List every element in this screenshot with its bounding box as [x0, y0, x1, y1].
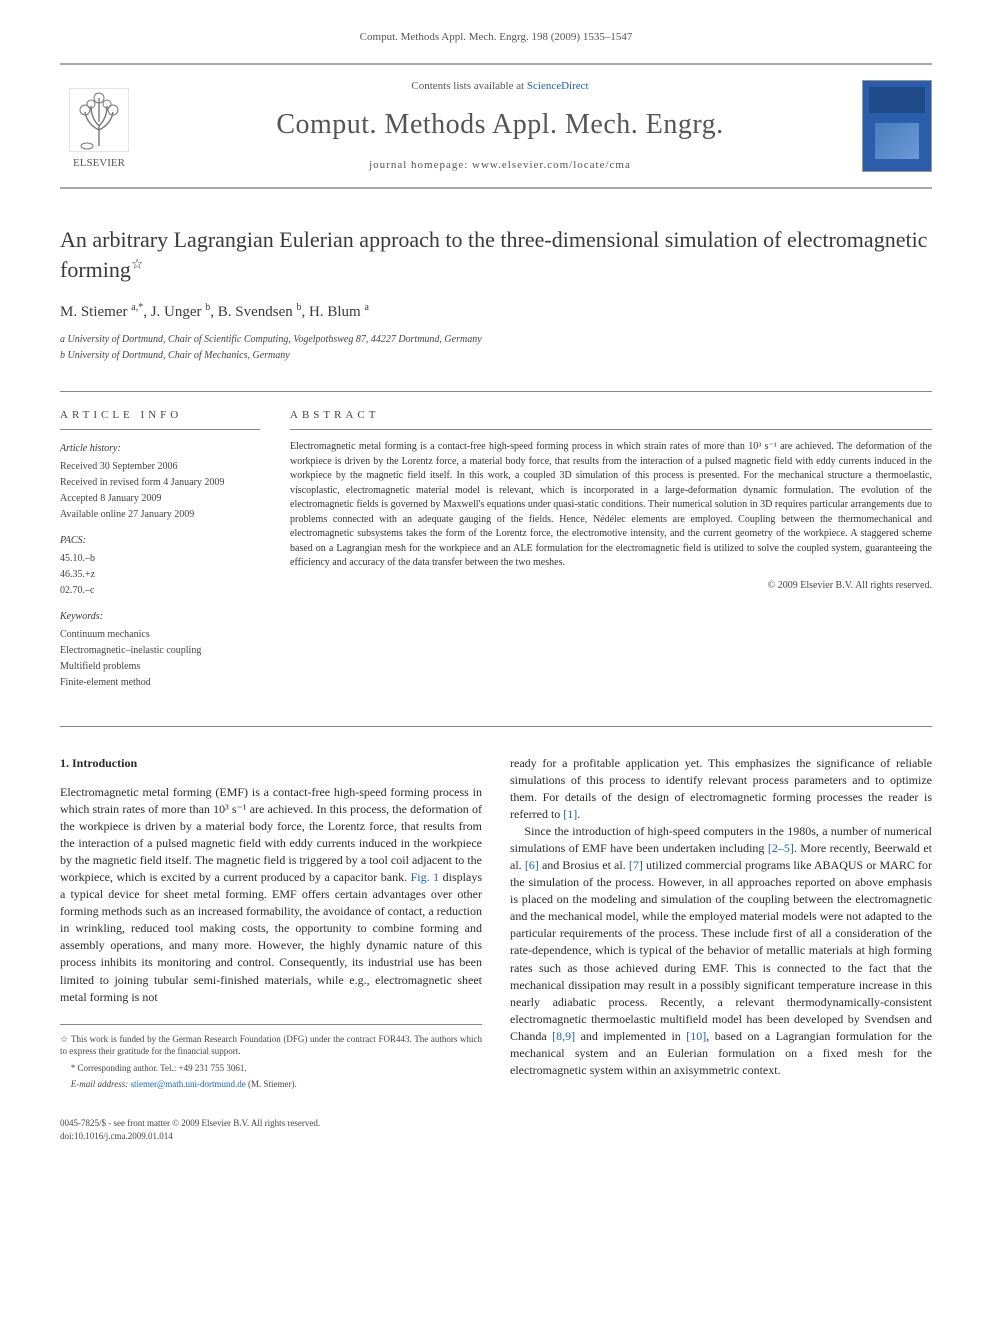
pacs-code: 46.35.+z [60, 568, 260, 582]
reference-link[interactable]: [8,9] [552, 1029, 575, 1043]
contents-prefix: Contents lists available at [411, 80, 526, 92]
email-label: E-mail address: [71, 1079, 128, 1089]
front-matter-line: 0045-7825/$ - see front matter © 2009 El… [60, 1117, 932, 1130]
journal-title: Comput. Methods Appl. Mech. Engrg. [158, 105, 842, 144]
keyword: Finite-element method [60, 676, 260, 690]
reference-link[interactable]: [6] [525, 858, 539, 872]
header-center: Contents lists available at ScienceDirec… [158, 79, 842, 173]
pacs-code: 45.10.–b [60, 552, 260, 566]
elsevier-tree-icon [69, 88, 129, 152]
sciencedirect-link[interactable]: ScienceDirect [527, 80, 589, 92]
section-divider [60, 726, 932, 727]
affiliation-a: a University of Dortmund, Chair of Scien… [60, 333, 932, 347]
journal-cover-thumbnail [862, 80, 932, 172]
keyword: Multifield problems [60, 660, 260, 674]
para-text: displays a typical device for sheet meta… [60, 870, 482, 1003]
publisher-name: ELSEVIER [73, 156, 125, 171]
affiliations: a University of Dortmund, Chair of Scien… [60, 333, 932, 363]
left-column: 1. Introduction Electromagnetic metal fo… [60, 755, 482, 1095]
reference-link[interactable]: [2–5] [768, 841, 794, 855]
info-abstract-row: ARTICLE INFO Article history: Received 3… [60, 391, 932, 692]
intro-paragraph-1-cont: ready for a profitable application yet. … [510, 755, 932, 823]
contents-available-line: Contents lists available at ScienceDirec… [158, 79, 842, 94]
email-footnote: E-mail address: stiemer@math.uni-dortmun… [60, 1078, 482, 1091]
email-link[interactable]: stiemer@math.uni-dortmund.de [130, 1079, 245, 1089]
bottom-meta: 0045-7825/$ - see front matter © 2009 El… [60, 1117, 932, 1142]
doi-line: doi:10.1016/j.cma.2009.01.014 [60, 1130, 932, 1143]
abstract-copyright: © 2009 Elsevier B.V. All rights reserved… [290, 579, 932, 593]
journal-homepage: journal homepage: www.elsevier.com/locat… [158, 158, 842, 173]
keywords-heading: Keywords: [60, 610, 260, 624]
article-title: An arbitrary Lagrangian Eulerian approac… [60, 225, 932, 284]
history-received: Received 30 September 2006 [60, 460, 260, 474]
body-columns: 1. Introduction Electromagnetic metal fo… [60, 755, 932, 1095]
publisher-logo: ELSEVIER [60, 81, 138, 171]
abstract-text: Electromagnetic metal forming is a conta… [290, 440, 932, 571]
funding-footnote: ☆ This work is funded by the German Rese… [60, 1033, 482, 1058]
article-info: ARTICLE INFO Article history: Received 3… [60, 408, 260, 692]
para-text: and implemented in [575, 1029, 686, 1043]
reference-link[interactable]: [10] [686, 1029, 706, 1043]
reference-link[interactable]: [1] [563, 807, 577, 821]
pacs-code: 02.70.–c [60, 584, 260, 598]
para-text: . [577, 807, 580, 821]
history-heading: Article history: [60, 442, 260, 456]
author-list: M. Stiemer a,*, J. Unger b, B. Svendsen … [60, 301, 932, 323]
footnotes: ☆ This work is funded by the German Rese… [60, 1024, 482, 1091]
reference-link[interactable]: [7] [629, 858, 643, 872]
corresponding-footnote: * Corresponding author. Tel.: +49 231 75… [60, 1062, 482, 1075]
article-title-text: An arbitrary Lagrangian Eulerian approac… [60, 227, 927, 282]
right-column: ready for a profitable application yet. … [510, 755, 932, 1095]
intro-paragraph-1: Electromagnetic metal forming (EMF) is a… [60, 784, 482, 1005]
abstract: ABSTRACT Electromagnetic metal forming i… [290, 408, 932, 692]
abstract-heading: ABSTRACT [290, 408, 932, 430]
section-heading: 1. Introduction [60, 755, 482, 772]
funding-star: ☆ [131, 258, 144, 273]
journal-header: ELSEVIER Contents lists available at Sci… [60, 63, 932, 189]
pacs-heading: PACS: [60, 534, 260, 548]
intro-paragraph-2: Since the introduction of high-speed com… [510, 823, 932, 1078]
history-revised: Received in revised form 4 January 2009 [60, 476, 260, 490]
history-accepted: Accepted 8 January 2009 [60, 492, 260, 506]
history-online: Available online 27 January 2009 [60, 508, 260, 522]
article-info-heading: ARTICLE INFO [60, 408, 260, 430]
keyword: Electromagnetic–inelastic coupling [60, 644, 260, 658]
keyword: Continuum mechanics [60, 628, 260, 642]
figure-link[interactable]: Fig. 1 [411, 870, 440, 884]
affiliation-b: b University of Dortmund, Chair of Mecha… [60, 349, 932, 363]
para-text: and Brosius et al. [539, 858, 629, 872]
para-text: utilized commercial programs like ABAQUS… [510, 858, 932, 1042]
email-suffix: (M. Stiemer). [246, 1079, 297, 1089]
journal-reference: Comput. Methods Appl. Mech. Engrg. 198 (… [60, 30, 932, 45]
